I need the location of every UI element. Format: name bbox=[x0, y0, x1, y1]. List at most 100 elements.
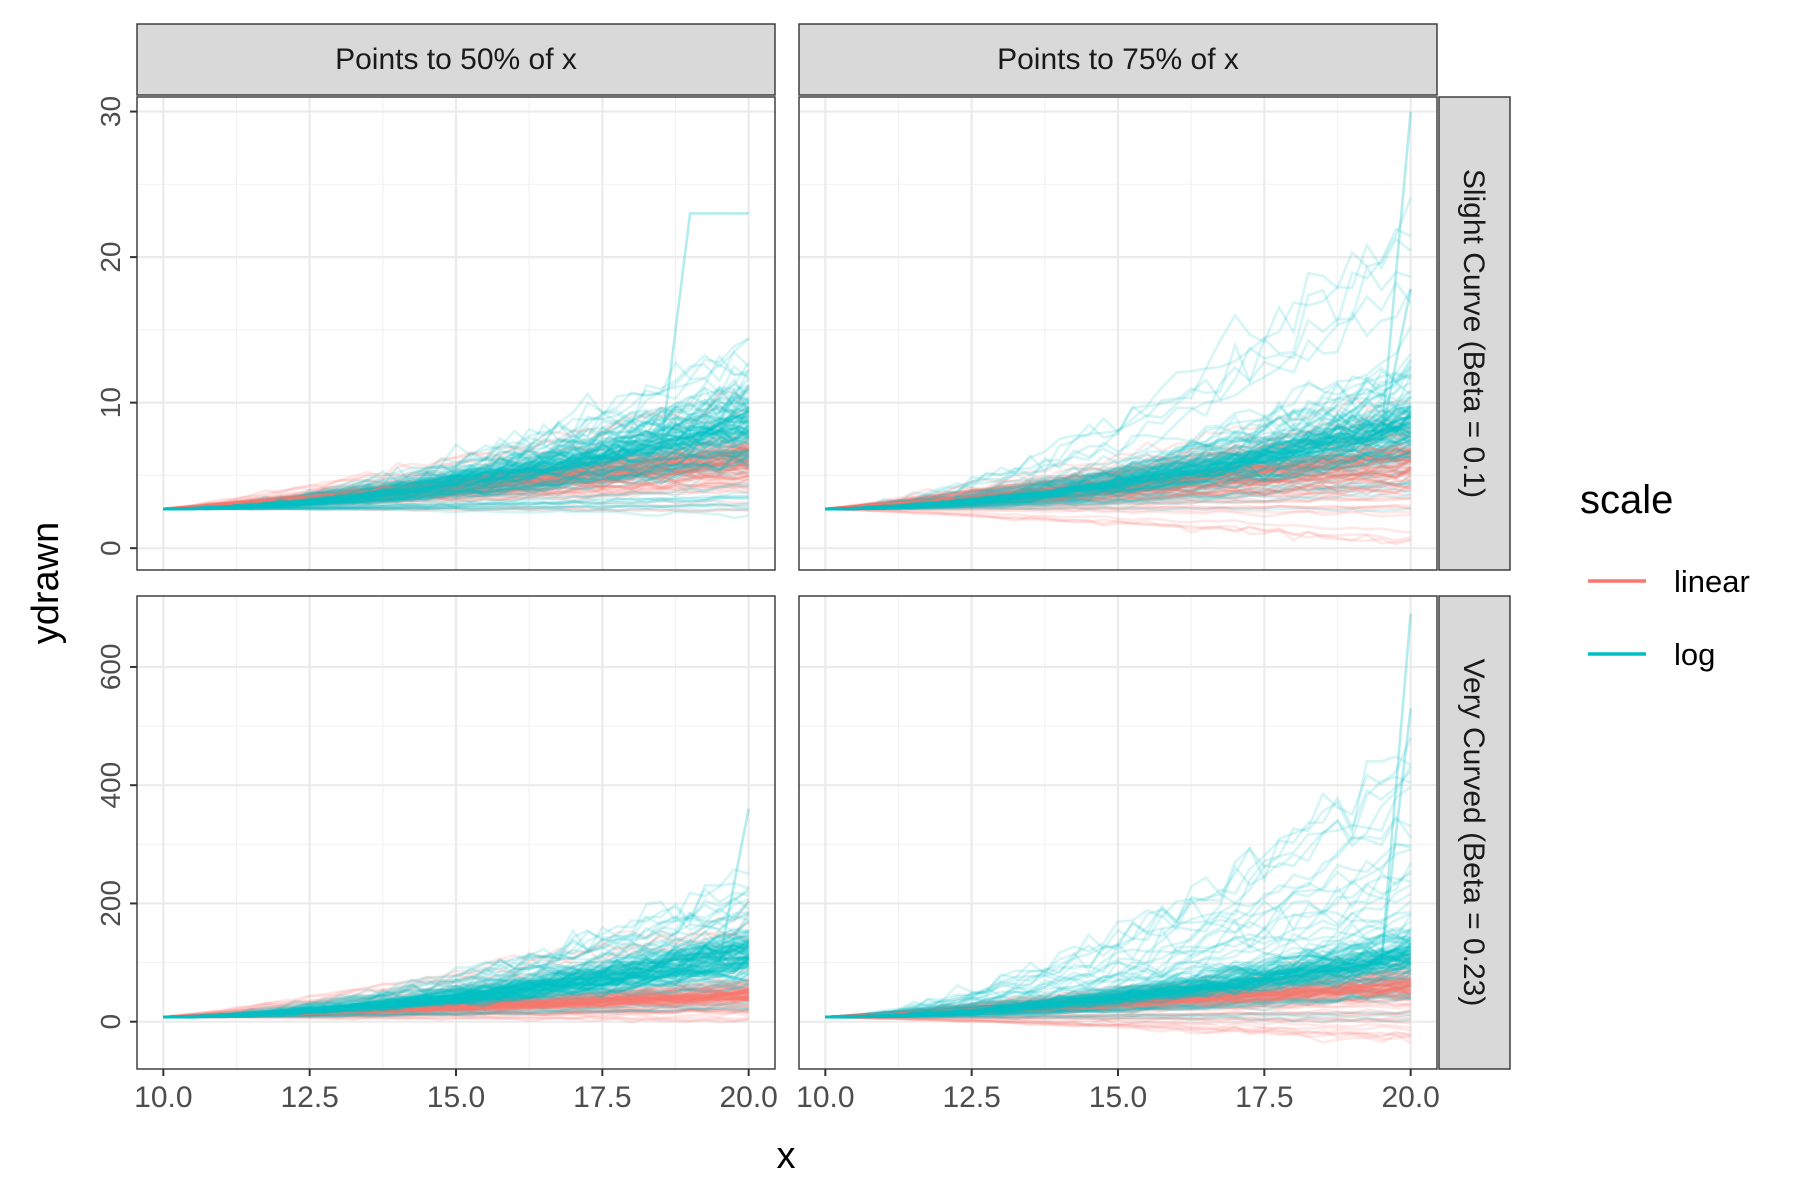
linear-trajectory bbox=[163, 441, 750, 511]
linear-trajectory bbox=[163, 993, 749, 1019]
linear-trajectory bbox=[825, 507, 1411, 515]
linear-trajectory bbox=[163, 453, 749, 511]
linear-trajectory bbox=[825, 985, 1412, 1019]
linear-trajectory bbox=[825, 974, 1411, 1019]
log-trajectory bbox=[825, 402, 1412, 511]
linear-trajectory bbox=[825, 995, 1411, 1019]
log-trajectory bbox=[825, 952, 1412, 1019]
log-trajectory bbox=[825, 428, 1411, 511]
log-trajectory bbox=[163, 398, 750, 511]
log-trajectory bbox=[825, 949, 1412, 1019]
log-trajectory bbox=[825, 932, 1412, 1019]
log-outlier-trajectory bbox=[163, 808, 750, 1019]
x-tick-label: 17.5 bbox=[1235, 1081, 1293, 1114]
linear-trajectory bbox=[163, 997, 749, 1019]
log-trajectory bbox=[825, 481, 1411, 511]
linear-trajectory bbox=[825, 465, 1412, 511]
log-trajectory bbox=[825, 448, 1411, 511]
log-trajectory bbox=[163, 1007, 749, 1019]
log-trajectory bbox=[163, 433, 750, 511]
log-trajectory bbox=[825, 416, 1412, 511]
log-trajectory bbox=[825, 951, 1412, 1019]
log-trajectory bbox=[163, 969, 750, 1019]
linear-trajectory bbox=[163, 989, 750, 1019]
log-outlier-trajectory bbox=[163, 212, 749, 511]
log-trajectory bbox=[163, 958, 750, 1019]
linear-trajectory bbox=[163, 981, 749, 1019]
linear-trajectory bbox=[825, 447, 1411, 511]
linear-trajectory bbox=[163, 1008, 749, 1019]
log-trajectory bbox=[163, 396, 749, 511]
log-trajectory bbox=[825, 935, 1411, 1019]
linear-trajectory bbox=[163, 438, 750, 511]
log-trajectory bbox=[163, 454, 750, 511]
log-trajectory bbox=[825, 755, 1412, 1019]
linear-trajectory bbox=[825, 496, 1411, 511]
linear-trajectory bbox=[825, 981, 1412, 1019]
linear-trajectory bbox=[163, 470, 750, 511]
log-trajectory bbox=[163, 419, 749, 511]
linear-trajectory bbox=[825, 993, 1411, 1019]
log-trajectory bbox=[825, 985, 1412, 1019]
log-trajectory bbox=[163, 942, 750, 1019]
log-trajectory bbox=[825, 935, 1412, 1019]
log-trajectory bbox=[825, 418, 1412, 511]
linear-trajectory bbox=[825, 982, 1412, 1019]
log-trajectory bbox=[163, 934, 750, 1019]
log-trajectory bbox=[163, 385, 750, 511]
log-trajectory bbox=[163, 457, 749, 511]
log-trajectory bbox=[825, 431, 1412, 511]
linear-trajectory bbox=[163, 468, 750, 511]
linear-trajectory bbox=[825, 479, 1412, 511]
linear-trajectory bbox=[163, 456, 750, 511]
log-trajectory bbox=[825, 435, 1412, 511]
linear-trajectory bbox=[163, 461, 750, 511]
x-tick-label: 15.0 bbox=[1089, 1081, 1147, 1114]
linear-trajectory bbox=[163, 460, 750, 511]
linear-trajectory bbox=[163, 947, 750, 1019]
log-trajectory bbox=[825, 450, 1412, 511]
linear-trajectory bbox=[825, 459, 1412, 511]
log-trajectory bbox=[825, 987, 1411, 1019]
log-trajectory bbox=[163, 959, 749, 1019]
log-trajectory bbox=[825, 415, 1411, 511]
linear-trajectory bbox=[825, 987, 1412, 1019]
log-trajectory bbox=[825, 486, 1411, 511]
linear-trajectory bbox=[163, 452, 749, 511]
log-trajectory bbox=[825, 431, 1411, 511]
log-trajectory bbox=[825, 951, 1411, 1019]
linear-trajectory bbox=[825, 468, 1412, 511]
log-trajectory bbox=[825, 481, 1411, 511]
linear-trajectory bbox=[163, 483, 749, 511]
log-trajectory bbox=[825, 932, 1412, 1019]
linear-trajectory bbox=[825, 972, 1412, 1019]
linear-trajectory bbox=[163, 437, 749, 511]
linear-trajectory bbox=[825, 449, 1412, 511]
log-trajectory bbox=[825, 416, 1411, 511]
axes: 0 10 20 30 0 200 400 600 10.0 12.5 15.0 17.5 20.0 10.… bbox=[95, 96, 1440, 1114]
linear-trajectory bbox=[163, 441, 750, 511]
log-trajectory bbox=[163, 494, 749, 511]
linear-trajectory bbox=[825, 989, 1411, 1019]
linear-trajectory bbox=[163, 987, 750, 1019]
linear-trajectory bbox=[163, 987, 749, 1019]
log-trajectory bbox=[825, 961, 1412, 1019]
linear-trajectory bbox=[825, 969, 1411, 1019]
log-trajectory bbox=[825, 964, 1412, 1019]
linear-trajectory bbox=[825, 457, 1411, 511]
linear-trajectory bbox=[825, 1015, 1411, 1040]
log-trajectory bbox=[825, 481, 1411, 511]
linear-trajectory bbox=[825, 978, 1411, 1019]
log-trajectory bbox=[825, 943, 1412, 1019]
linear-trajectory bbox=[163, 984, 749, 1019]
linear-trajectory bbox=[825, 982, 1411, 1019]
log-trajectory bbox=[825, 926, 1411, 1019]
linear-trajectory bbox=[163, 989, 750, 1019]
log-trajectory bbox=[825, 429, 1412, 511]
linear-trajectory bbox=[825, 484, 1412, 511]
log-trajectory bbox=[825, 454, 1412, 511]
linear-trajectory bbox=[163, 445, 749, 511]
linear-trajectory bbox=[825, 1015, 1411, 1024]
log-trajectory bbox=[825, 950, 1412, 1019]
linear-trajectory bbox=[163, 445, 749, 511]
